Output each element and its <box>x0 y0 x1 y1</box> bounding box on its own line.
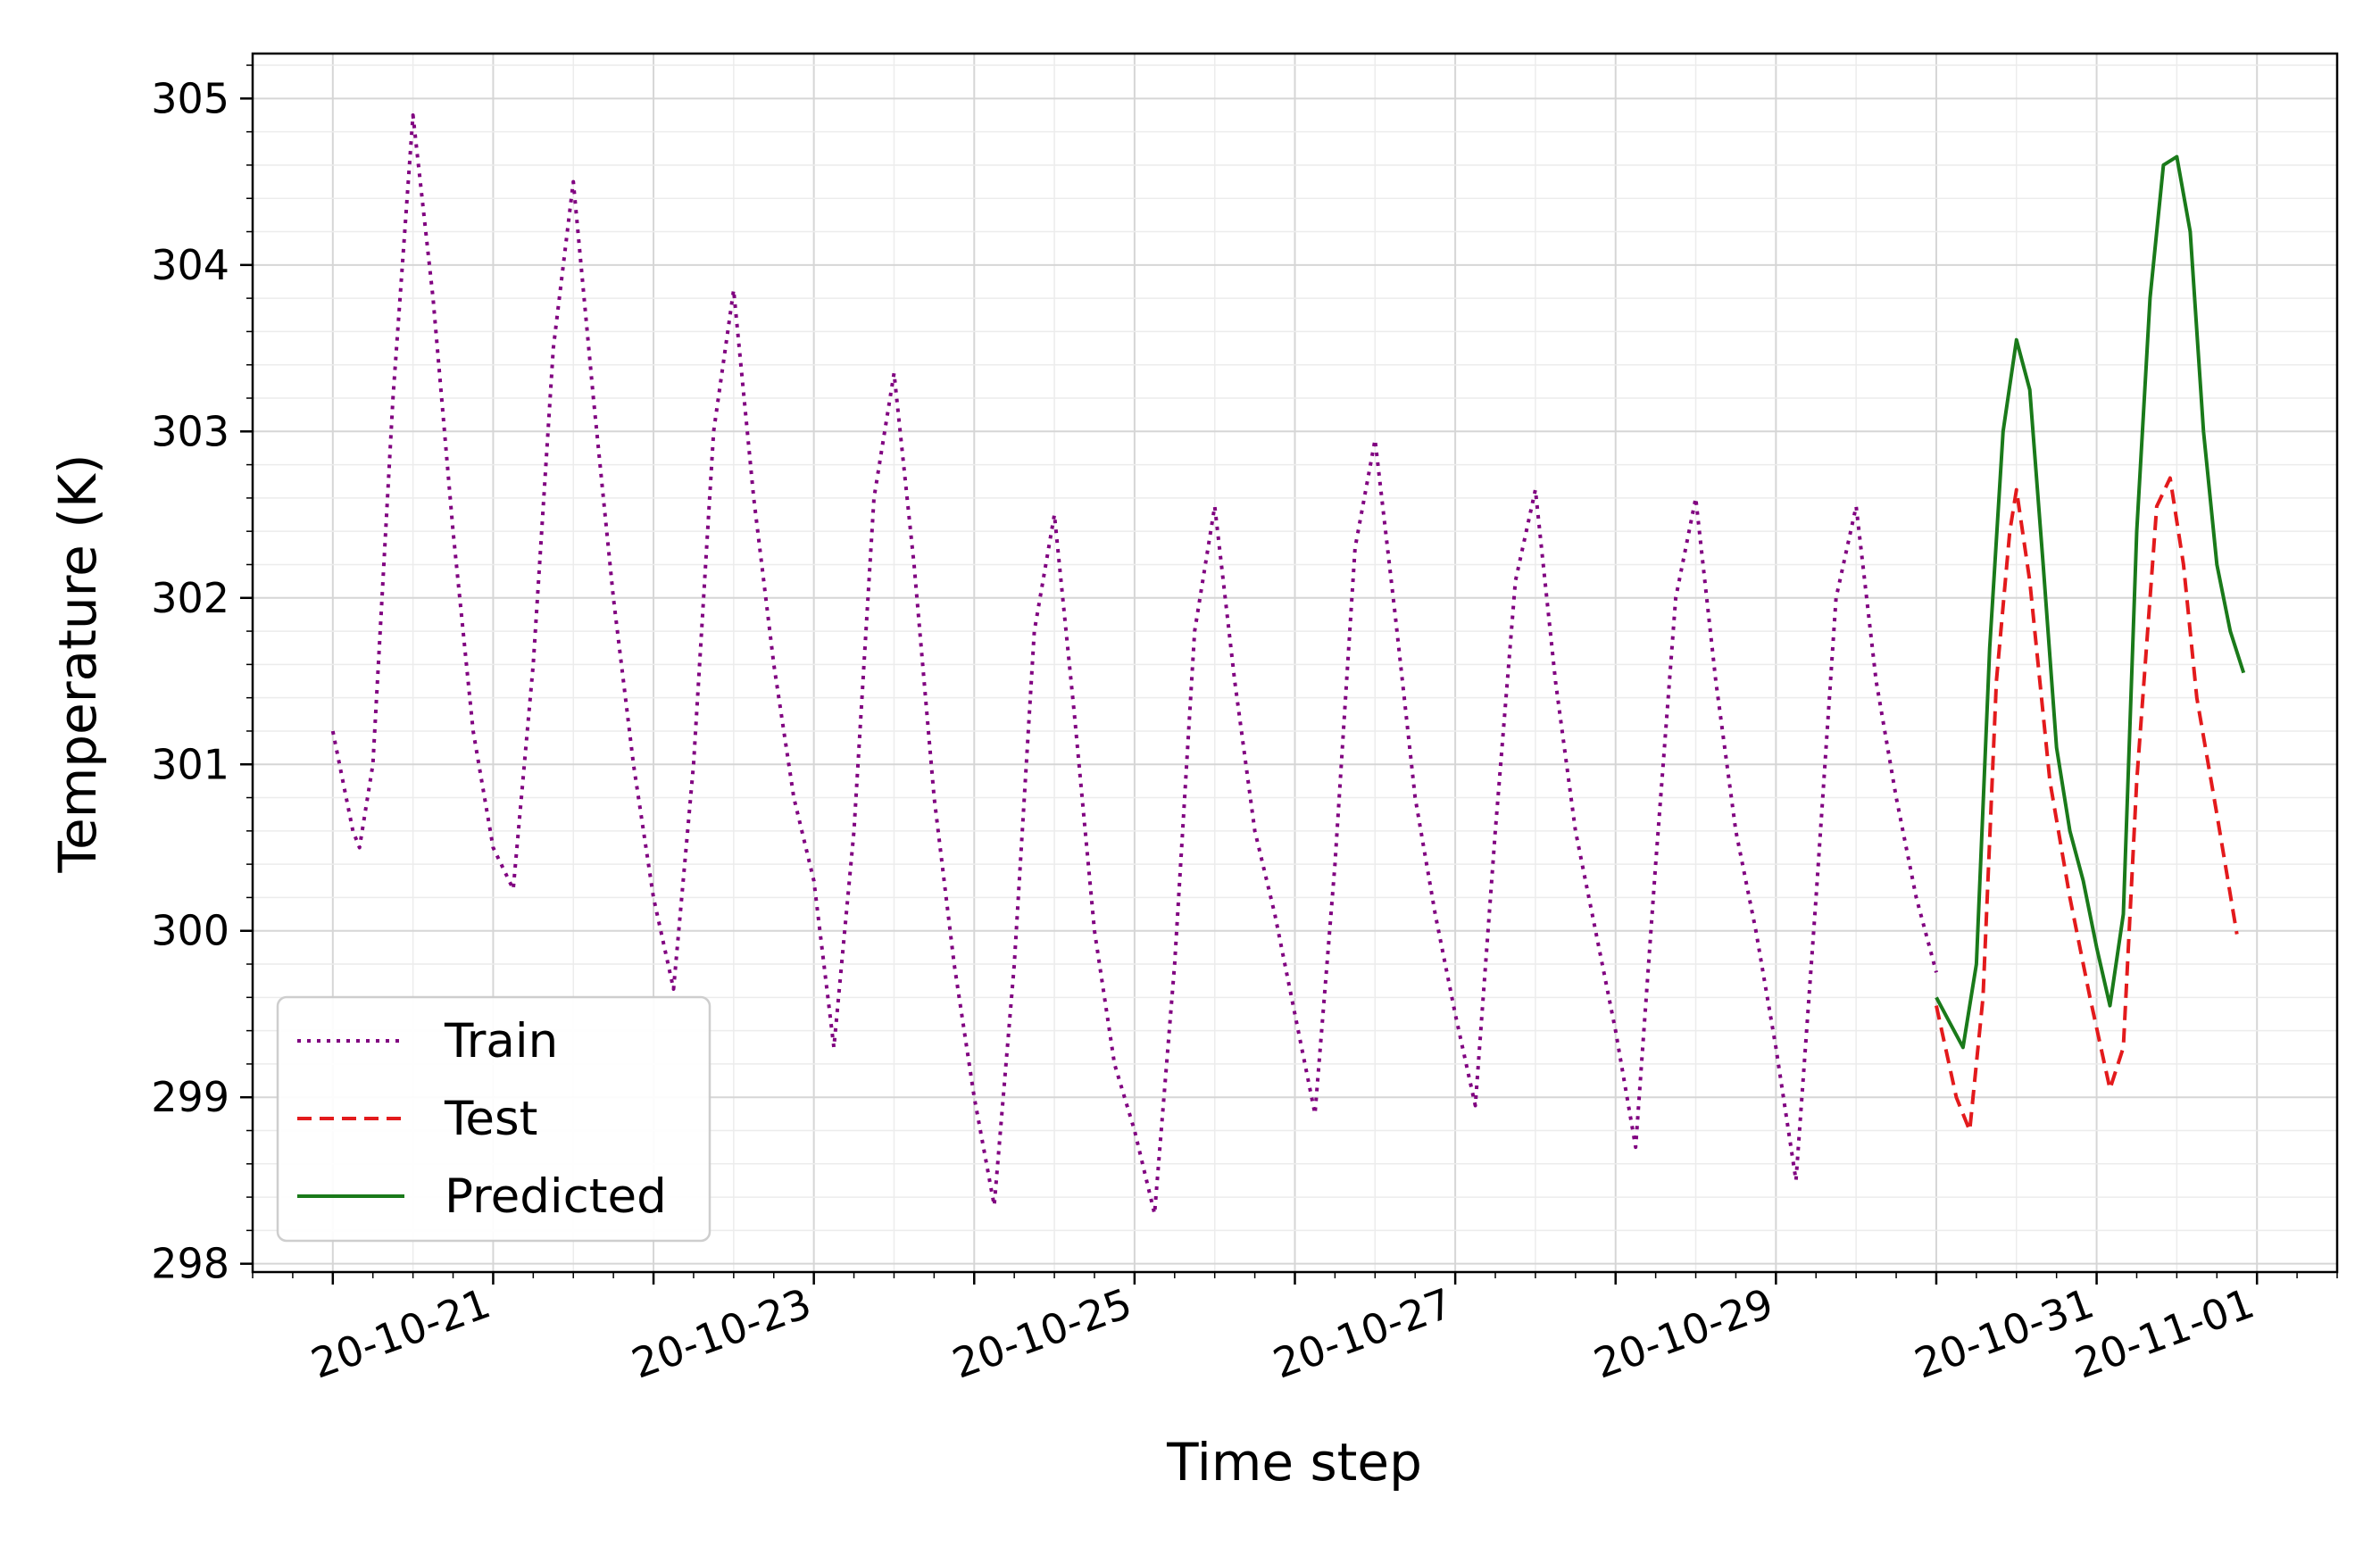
y-tick-label: 300 <box>151 907 229 955</box>
legend-label-test: Test <box>444 1092 537 1146</box>
x-axis-title: Time step <box>1166 1432 1422 1493</box>
y-axis-title: Temperature (K) <box>47 453 108 873</box>
legend-label-train: Train <box>444 1014 558 1069</box>
y-tick-label: 301 <box>151 740 229 788</box>
series-line-test <box>1935 476 2239 1133</box>
y-tick-label: 305 <box>151 74 229 122</box>
legend: Train Test Predicted <box>276 995 712 1243</box>
legend-box <box>276 995 712 1243</box>
plot-series <box>330 113 2246 1216</box>
series-line-predicted <box>1935 154 2246 1050</box>
y-tick-label: 303 <box>151 407 229 455</box>
legend-label-predicted: Predicted <box>445 1169 667 1224</box>
y-tick-label: 302 <box>151 574 229 622</box>
y-tick-label: 299 <box>151 1073 229 1121</box>
y-tick-label: 298 <box>151 1240 229 1288</box>
series-line-train <box>330 113 1938 1216</box>
y-tick-label: 304 <box>151 241 229 289</box>
grid <box>252 54 2338 1272</box>
